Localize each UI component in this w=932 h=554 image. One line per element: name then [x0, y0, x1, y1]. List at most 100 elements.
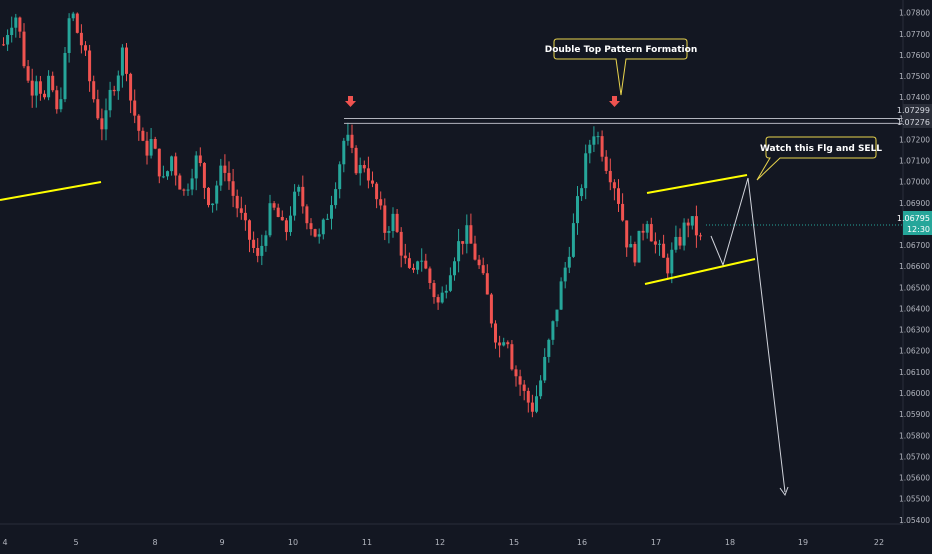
candle-body: [592, 136, 596, 145]
down-arrow-icon: [345, 96, 356, 107]
candle-body: [309, 223, 313, 230]
price-tick-label: 1.06600: [899, 262, 930, 271]
candle-body: [317, 234, 321, 237]
candle-body: [387, 231, 391, 233]
candle-body: [420, 260, 424, 262]
candle-body: [580, 188, 584, 197]
candle-body: [649, 224, 653, 242]
candle-body: [289, 215, 292, 233]
candle-body: [690, 216, 694, 226]
candle-body: [481, 265, 485, 274]
candle-body: [47, 75, 51, 98]
flag-upper-boundary: [646, 174, 748, 194]
candle-body: [526, 390, 530, 403]
candle-body: [198, 155, 202, 164]
candle-body: [670, 249, 674, 274]
candle-body: [219, 165, 223, 186]
projection-arrowhead: [779, 486, 789, 497]
level-label-2-box: [903, 116, 932, 128]
candle-body: [477, 259, 481, 266]
candle-body: [34, 81, 38, 96]
price-tick-label: 1.07400: [899, 93, 930, 102]
flag-callout: Watch this Flg and SELL: [756, 136, 882, 181]
candle-body: [629, 244, 633, 248]
time-tick-12: 12: [435, 538, 445, 547]
candle-body: [120, 47, 124, 76]
price-tick-label: 1.05400: [899, 516, 930, 525]
candle-body: [510, 344, 514, 370]
candle-body: [6, 35, 10, 45]
candle-body: [567, 256, 571, 268]
candle-body: [125, 47, 128, 74]
candle-body: [84, 45, 87, 51]
price-tick-label: 1.07700: [899, 30, 930, 39]
candle-body: [555, 309, 559, 322]
candle-body: [239, 208, 243, 213]
drawings-layer: [0, 96, 903, 497]
price-tick-label: 1.06200: [899, 347, 930, 356]
candle-body: [658, 243, 661, 245]
candle-body: [104, 110, 108, 130]
candle-body: [350, 134, 354, 148]
candle-body: [522, 384, 526, 391]
time-tick-8: 8: [152, 538, 157, 547]
candle-body: [153, 139, 157, 149]
candle-body: [178, 175, 182, 190]
double-top-callout-text: Double Top Pattern Formation: [545, 45, 697, 55]
candle-body: [280, 216, 284, 221]
candle-body: [112, 89, 116, 92]
current-price-text: 1.06795: [897, 214, 930, 223]
candle-body: [457, 241, 461, 262]
candle-body: [694, 216, 698, 236]
price-tick-label: 1.07500: [899, 72, 930, 81]
candle-body: [502, 342, 506, 346]
candle-body: [551, 321, 555, 340]
projection-path: [710, 177, 786, 493]
candle-body: [559, 281, 563, 310]
price-axis[interactable]: 1.078001.077001.076001.075001.074001.073…: [897, 0, 932, 525]
candle-body: [190, 178, 194, 190]
yellow-trendline-left: [0, 181, 102, 201]
candle-body: [321, 219, 325, 235]
candle-body: [88, 50, 92, 82]
current-price-time: 12:30: [907, 225, 930, 234]
candle-body: [301, 186, 305, 207]
candle-body: [157, 148, 161, 177]
candle-body: [383, 205, 387, 233]
candle-body: [604, 156, 608, 171]
time-tick-17: 17: [651, 538, 661, 547]
candle-body: [514, 369, 518, 377]
candle-body: [432, 283, 436, 298]
current-price-box: [903, 211, 932, 235]
time-tick-16: 16: [577, 538, 587, 547]
time-tick-19: 19: [798, 538, 808, 547]
candle-body: [600, 136, 604, 157]
level-label-1: 1.07299: [897, 104, 932, 116]
candle-body: [453, 261, 456, 276]
candle-body: [260, 245, 264, 256]
time-axis[interactable]: 4 5 8 9 10 11 12 15 16 17 18 19 22: [0, 523, 903, 547]
candle-body: [608, 170, 612, 183]
candle-body: [498, 342, 502, 346]
candle-body: [211, 203, 215, 206]
candle-body: [272, 203, 276, 208]
candle-body: [137, 115, 141, 131]
time-tick-5: 5: [73, 538, 78, 547]
level-label-1-text: 1.07299: [897, 106, 930, 115]
candle-body: [174, 156, 178, 176]
candle-body: [55, 90, 59, 110]
candle-body: [428, 268, 432, 284]
candle-body: [576, 196, 579, 224]
candle-body: [96, 99, 100, 119]
candle-body: [170, 156, 174, 172]
candle-body: [141, 130, 145, 141]
candle-body: [518, 376, 522, 385]
candles-layer[interactable]: [2, 11, 702, 418]
price-tick-label: 1.06100: [899, 368, 930, 377]
candle-body: [145, 140, 149, 156]
candle-body: [473, 243, 477, 260]
candle-body: [403, 255, 407, 259]
candle-body: [256, 247, 260, 256]
